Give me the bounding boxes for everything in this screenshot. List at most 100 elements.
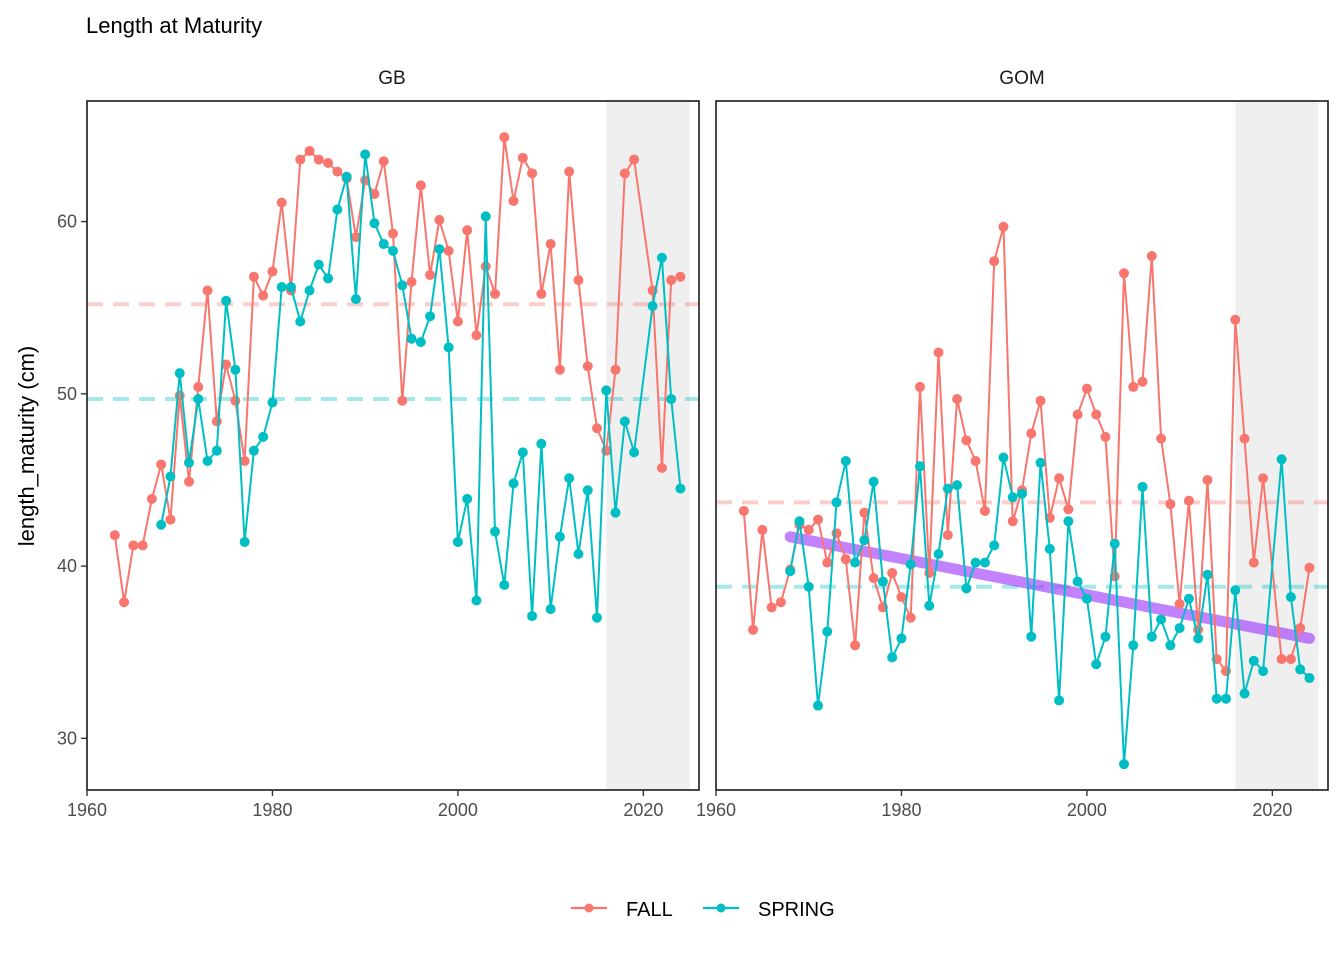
data-point-gb-spring [211, 445, 222, 456]
data-point-gom-spring [905, 559, 916, 570]
shaded-region-gb [606, 101, 690, 790]
data-point-gb-fall [137, 540, 148, 551]
data-point-gom-fall [1276, 654, 1287, 665]
data-point-gb-spring [508, 478, 519, 489]
data-point-gb-spring [350, 294, 361, 305]
data-point-gb-spring [443, 342, 454, 353]
data-point-gom-fall [1081, 383, 1092, 394]
x-tick-label: 2020 [1252, 800, 1292, 820]
data-point-gom-fall [868, 573, 879, 584]
data-point-gb-spring [406, 333, 417, 344]
data-point-gb-spring [258, 431, 269, 442]
data-point-gb-spring [165, 471, 176, 482]
data-point-gom-spring [887, 652, 898, 663]
data-point-gb-spring [156, 519, 167, 530]
data-point-gom-fall [924, 567, 935, 578]
data-point-gb-fall [369, 189, 380, 200]
legend-label-spring: SPRING [758, 899, 835, 921]
data-point-gom-fall [775, 597, 786, 608]
data-point-gb-fall [536, 288, 547, 299]
data-point-gb-spring [388, 245, 398, 256]
legend: FALL SPRING [571, 899, 835, 921]
data-point-gb-fall [313, 154, 324, 165]
data-point-gom-fall [989, 256, 1000, 267]
data-point-gom-fall [1072, 409, 1083, 420]
data-point-gom-spring [1146, 631, 1157, 642]
data-point-gb-fall [508, 195, 519, 206]
data-point-gb-fall [258, 290, 269, 301]
data-point-gb-fall [109, 530, 120, 541]
data-point-gom-spring [1072, 576, 1083, 587]
y-axis-label: length_maturity (cm) [14, 346, 39, 547]
data-point-gb-spring [202, 456, 213, 467]
data-point-gom-fall [766, 602, 777, 613]
data-point-gb-fall [193, 381, 204, 392]
data-point-gom-fall [905, 612, 916, 623]
x-tick-label: 1980 [881, 800, 921, 820]
data-point-gb-fall [610, 364, 621, 375]
data-point-gb-fall [332, 166, 343, 177]
data-point-gom-fall [813, 514, 823, 525]
data-point-gb-spring [174, 368, 185, 379]
data-point-gom-fall [1165, 499, 1176, 510]
data-point-gom-spring [1239, 688, 1250, 699]
data-point-gom-spring [933, 549, 944, 560]
legend-key-spring-point [716, 903, 726, 913]
data-point-gb-spring [276, 282, 287, 293]
data-point-gom-fall [822, 557, 833, 568]
data-point-gb-spring [332, 204, 343, 215]
series-line-gb-fall [113, 136, 681, 604]
x-tick-label: 1960 [67, 800, 107, 820]
data-point-gb-spring [397, 280, 408, 291]
data-point-gom-fall [1128, 381, 1139, 392]
data-point-gom-fall [1007, 516, 1018, 527]
y-tick-label: 50 [57, 384, 77, 404]
data-point-gom-spring [970, 557, 981, 568]
data-point-gom-spring [1035, 457, 1046, 468]
x-tick-label: 2000 [438, 800, 478, 820]
data-point-gom-spring [979, 557, 990, 568]
data-point-gb-fall [248, 271, 259, 282]
data-point-gom-spring [1119, 759, 1129, 770]
data-point-gom-fall [1156, 433, 1167, 444]
data-point-gom-fall [998, 221, 1009, 232]
data-point-gb-spring [619, 416, 630, 427]
data-point-gom-spring [1007, 492, 1018, 503]
data-point-gom-fall [1295, 623, 1306, 634]
data-point-gom-fall [979, 505, 990, 516]
data-point-gb-fall [545, 238, 556, 249]
data-point-gom-spring [1100, 631, 1111, 642]
data-point-gb-fall [619, 168, 630, 179]
data-point-gom-fall [859, 507, 870, 518]
data-point-gb-fall [211, 416, 222, 427]
legend-key-fall-point [584, 903, 594, 913]
data-point-gb-spring [295, 316, 306, 327]
data-point-gom-spring [1081, 593, 1092, 604]
data-point-gb-spring [415, 337, 426, 348]
data-point-gb-spring [517, 447, 528, 458]
data-point-gb-fall [388, 228, 398, 239]
data-point-gb-fall [165, 514, 176, 525]
data-point-gom-fall [1054, 473, 1065, 484]
data-point-gb-fall [156, 459, 167, 470]
panel-border-gb [86, 100, 700, 791]
data-point-gom-spring [1017, 488, 1027, 499]
data-point-gb-fall [480, 261, 491, 272]
data-point-gom-spring [794, 516, 805, 527]
data-point-gom-spring [785, 566, 796, 577]
data-point-gb-fall [304, 145, 315, 156]
data-point-gom-spring [1193, 633, 1204, 644]
data-point-gb-fall [350, 232, 361, 243]
data-point-gb-fall [378, 156, 389, 167]
data-point-gom-fall [942, 530, 953, 541]
data-point-gom-fall [1119, 268, 1129, 279]
data-point-gom-spring [1276, 454, 1287, 465]
data-point-gb-fall [471, 330, 482, 341]
data-point-gom-fall [738, 505, 749, 516]
data-point-gom-spring [1258, 666, 1269, 677]
data-point-gb-spring [286, 282, 296, 293]
data-point-gom-fall [1035, 395, 1046, 406]
data-point-gb-fall [295, 154, 306, 165]
data-point-gb-fall [239, 456, 250, 467]
